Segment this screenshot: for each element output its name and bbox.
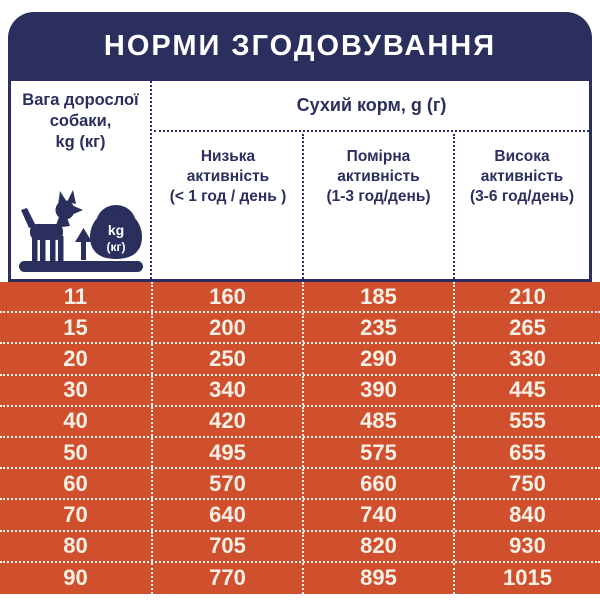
- weight-value: 90: [63, 565, 88, 591]
- column-header-low-activity: Низька активність (< 1 год / день ): [154, 134, 302, 279]
- title-banner: НОРМИ ЗГОДОВУВАННЯ: [8, 12, 592, 81]
- activity-column-headers: Низька активність (< 1 год / день ) Помі…: [154, 134, 589, 279]
- arrow-shaft: [80, 239, 86, 260]
- kettlebell-icon: [89, 205, 142, 259]
- weight-label-line1: Вага дорослої: [22, 91, 139, 109]
- weight-value: 80: [63, 533, 88, 559]
- weight-value: 20: [63, 345, 88, 371]
- column-header-moderate-activity: Помірна активність (1-3 год/день): [302, 134, 453, 279]
- table-row: 80 705 820 930: [0, 531, 600, 563]
- high-activity-value: 265: [453, 313, 600, 343]
- dry-food-group-header: Сухий корм, g (г): [154, 81, 589, 132]
- moderate-activity-value: 485: [302, 406, 453, 436]
- page-title: НОРМИ ЗГОДОВУВАННЯ: [103, 30, 497, 62]
- weight-column-label: Вага дорослої собаки, kg (кг): [22, 81, 138, 153]
- moderate-activity-value: 290: [302, 344, 453, 374]
- low-activity-value: 250: [151, 344, 302, 374]
- column-header-high-activity: Висока активність (3-6 год/день): [453, 134, 589, 279]
- low-activity-value: 160: [151, 282, 302, 312]
- low-activity-value: 340: [151, 375, 302, 405]
- table-row: 50 495 575 655: [0, 438, 600, 470]
- high-activity-value: 655: [453, 438, 600, 468]
- weight-value: 11: [63, 283, 88, 309]
- low-activity-value: 495: [151, 438, 302, 468]
- weight-value: 60: [63, 470, 88, 496]
- table-row: 40 420 485 555: [0, 406, 600, 438]
- weight-value: 30: [63, 377, 88, 403]
- weight-label-line2: собаки,: [49, 112, 112, 130]
- weight-value: 40: [63, 408, 88, 434]
- weight-value: 50: [63, 439, 88, 465]
- dog-weight-scale-icon: kg (кг): [18, 190, 143, 272]
- low-activity-value: 640: [151, 500, 302, 530]
- table-row: 90 770 895 1015: [0, 562, 600, 594]
- weight-column-header: Вага дорослої собаки, kg (кг): [11, 81, 152, 279]
- high-activity-value: 330: [453, 344, 600, 374]
- kettlebell-unit-kg: kg: [107, 222, 123, 238]
- arrow-head-icon: [74, 228, 92, 242]
- low-activity-value: 200: [151, 313, 302, 343]
- dry-food-label: Сухий корм, g (г): [296, 95, 447, 115]
- moderate-activity-line3: (1-3 год/день): [326, 188, 431, 205]
- high-activity-line3: (3-6 год/день): [469, 188, 575, 205]
- high-activity-value: 840: [453, 500, 600, 530]
- moderate-activity-line1: Помірна: [346, 148, 411, 165]
- moderate-activity-value: 895: [302, 562, 453, 594]
- high-activity-value: 1015: [453, 562, 600, 594]
- feeding-table-body: 11 160 185 210 15 200 235 265 20 250 290…: [0, 282, 600, 594]
- high-activity-value: 210: [453, 282, 600, 312]
- table-row: 11 160 185 210: [0, 282, 600, 314]
- kettlebell-unit-kg-cyrillic: (кг): [106, 240, 125, 254]
- high-activity-value: 750: [453, 469, 600, 499]
- weight-value: 70: [63, 501, 88, 527]
- moderate-activity-value: 660: [302, 469, 453, 499]
- table-header: Вага дорослої собаки, kg (кг): [8, 81, 592, 282]
- low-activity-line2: активність: [186, 168, 270, 185]
- weight-label-line3: kg (кг): [55, 133, 106, 151]
- table-row: 30 340 390 445: [0, 375, 600, 407]
- high-activity-value: 930: [453, 531, 600, 561]
- weight-value: 15: [63, 314, 88, 340]
- table-row: 70 640 740 840: [0, 500, 600, 532]
- low-activity-line3: (< 1 год / день ): [169, 188, 287, 205]
- low-activity-line1: Низька: [200, 148, 256, 165]
- high-activity-line2: активність: [480, 168, 564, 185]
- moderate-activity-value: 235: [302, 313, 453, 343]
- low-activity-value: 570: [151, 469, 302, 499]
- table-row: 20 250 290 330: [0, 344, 600, 376]
- scale-platform: [18, 261, 143, 272]
- moderate-activity-value: 740: [302, 500, 453, 530]
- moderate-activity-value: 185: [302, 282, 453, 312]
- low-activity-value: 770: [151, 562, 302, 594]
- high-activity-line1: Висока: [494, 148, 550, 165]
- table-row: 60 570 660 750: [0, 469, 600, 501]
- high-activity-value: 445: [453, 375, 600, 405]
- moderate-activity-value: 390: [302, 375, 453, 405]
- table-row: 15 200 235 265: [0, 313, 600, 345]
- low-activity-value: 705: [151, 531, 302, 561]
- moderate-activity-line2: активність: [337, 168, 420, 185]
- moderate-activity-value: 820: [302, 531, 453, 561]
- moderate-activity-value: 575: [302, 438, 453, 468]
- dog-icon: [20, 190, 83, 261]
- low-activity-value: 420: [151, 406, 302, 436]
- high-activity-value: 555: [453, 406, 600, 436]
